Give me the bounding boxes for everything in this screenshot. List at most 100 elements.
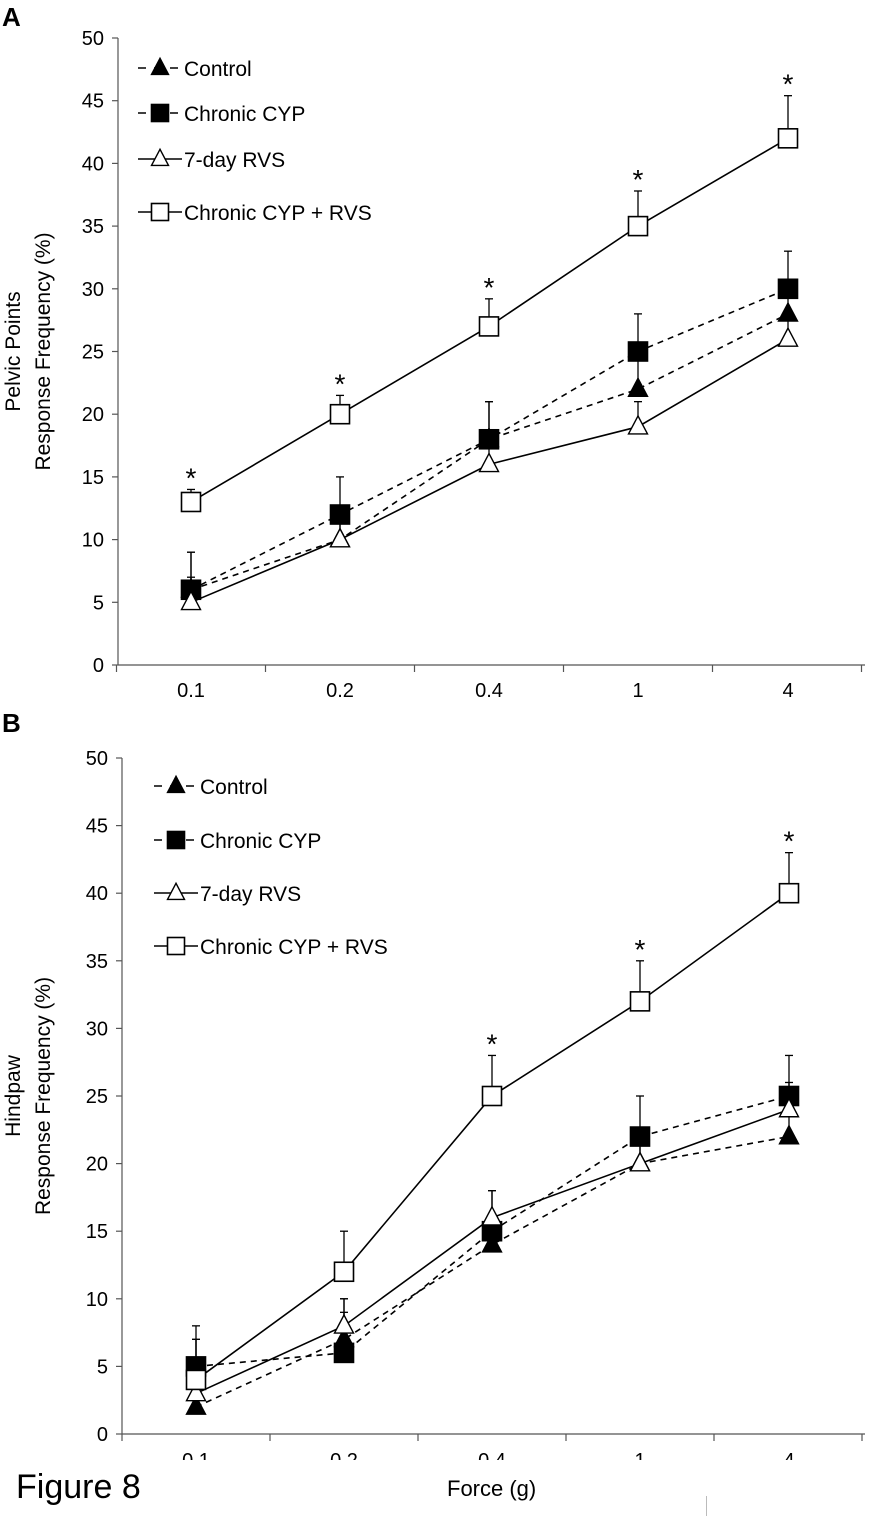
data-point [329,504,351,525]
legend-marker [150,103,170,123]
y-tick-label: 50 [82,28,104,50]
data-point [629,1151,651,1172]
data-point [777,301,799,322]
y-tick-label: 40 [86,883,108,905]
y-tick-label: 40 [82,153,104,175]
y-tick-label: 20 [86,1154,108,1176]
data-point [180,491,202,513]
y-axis-label-line1: Hindpaw [2,1054,25,1137]
significance-star: * [335,368,346,399]
data-point [333,1261,355,1283]
data-point [627,341,649,362]
y-tick-label: 50 [86,748,108,770]
data-point [478,452,500,473]
y-tick-label: 25 [82,342,104,364]
y-tick-label: 35 [86,951,108,973]
legend-label: 7-day RVS [200,883,301,906]
data-point [481,1085,503,1107]
significance-star: * [784,826,795,857]
legend-marker [150,56,170,76]
y-tick-label: 5 [97,1356,108,1378]
data-point [778,1097,800,1118]
data-point [777,278,799,300]
data-point [629,991,651,1012]
y-tick-label: 25 [86,1086,108,1108]
significance-star: * [635,934,646,965]
legend-label: 7-day RVS [184,149,285,172]
data-point [627,414,649,435]
data-point [629,1126,651,1147]
significance-star: * [487,1028,498,1059]
x-tick-label: 4 [782,680,793,700]
figure-caption: Figure 8 [16,1468,141,1506]
data-point [778,882,800,904]
x-tick-label: 0.1 [177,680,205,700]
legend-marker [166,936,186,956]
x-tick-label: 0.2 [326,680,354,700]
data-point [478,428,500,450]
divider [706,1496,707,1516]
data-point [627,376,649,398]
y-tick-label: 45 [82,91,104,113]
panel-letter-a: A [2,2,21,32]
data-point [333,1342,355,1364]
data-point [777,326,799,347]
significance-star: * [633,164,644,195]
y-tick-label: 30 [86,1018,108,1040]
y-axis-label-line2: Response Frequency (%) [32,977,55,1215]
data-point [329,527,351,548]
series-line-1 [195,1095,790,1368]
legend-label: Chronic CYP + RVS [200,936,388,959]
y-tick-label: 0 [97,1424,108,1446]
x-tick-label: 1 [634,1450,645,1460]
significance-star: * [484,272,495,303]
legend-label: Control [200,776,268,799]
x-tick-label: 0.4 [475,680,503,700]
y-tick-label: 45 [86,816,108,838]
legend-label: Control [184,58,252,81]
data-point [333,1313,355,1334]
y-axis-label-line1: Pelvic Points [2,291,25,411]
legend-marker [166,774,186,794]
chart-panel-a: 0 5 10 15 20 25 30 35 40 45 50 0.1 0.2 0.4 1 4 Pelvic Po… [2,28,865,700]
data-point [185,1381,207,1402]
y-tick-label: 30 [82,279,104,301]
x-tick-label: 0.4 [478,1450,506,1460]
x-tick-label: 0.2 [330,1450,358,1460]
x-tick-label: 1 [632,680,643,700]
y-tick-label: 15 [86,1221,108,1243]
legend-marker [166,881,186,901]
x-axis-title: Force (g) [447,1476,537,1501]
chart-panel-b: 0 5 10 15 20 25 30 35 40 45 50 0.1 0.2 0.4 1 4 Hindpaw Re… [2,748,865,1460]
legend-label: Chronic CYP [184,103,305,126]
data-point [778,1124,800,1145]
data-point [481,1232,503,1253]
data-point [481,1205,503,1226]
y-tick-label: 10 [86,1289,108,1311]
legend-marker [150,202,170,222]
data-point [180,589,202,611]
data-point [478,316,500,337]
significance-star: * [186,462,197,493]
significance-star: * [783,69,794,100]
series-line-0 [190,313,789,591]
series-line-0 [195,1135,790,1408]
y-tick-label: 10 [82,530,104,552]
data-point [777,128,799,149]
data-point [329,403,351,425]
legend-label: Chronic CYP + RVS [184,202,372,225]
data-point [185,1394,207,1415]
y-tick-label: 5 [93,592,104,614]
y-tick-label: 20 [82,404,104,426]
data-point [185,1369,207,1391]
y-axis-label-line2: Response Frequency (%) [32,232,55,470]
x-tick-label: 4 [783,1450,794,1460]
legend-label: Chronic CYP [200,830,321,853]
x-tick-label: 0.1 [182,1450,210,1460]
y-tick-label: 35 [82,216,104,238]
legend-marker [166,830,186,850]
y-tick-label: 15 [82,467,104,489]
legend-marker [150,147,170,167]
series-line-3 [195,892,790,1381]
